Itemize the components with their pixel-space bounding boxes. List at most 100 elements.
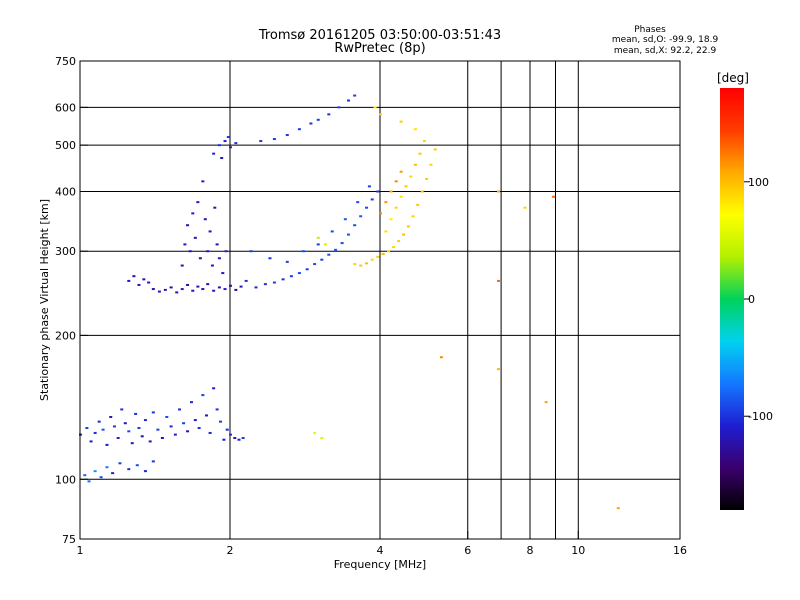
data-point <box>93 470 97 473</box>
data-point <box>112 425 116 428</box>
data-point <box>177 408 181 411</box>
data-point <box>359 264 363 267</box>
x-tick-label: 6 <box>464 544 471 557</box>
data-point <box>353 224 357 227</box>
data-point <box>259 140 263 143</box>
data-point <box>429 163 433 166</box>
data-point <box>343 218 347 221</box>
grid-lines <box>80 61 680 539</box>
data-point <box>163 288 167 291</box>
data-point <box>134 412 138 415</box>
scatter-points <box>79 94 620 510</box>
data-point <box>217 286 221 289</box>
data-point <box>386 250 390 253</box>
data-point <box>208 230 212 233</box>
colorbar-unit-label: [deg] <box>717 71 749 85</box>
data-point <box>370 258 374 261</box>
data-point <box>316 243 320 246</box>
data-point <box>151 460 155 463</box>
data-point <box>397 240 401 243</box>
data-point <box>337 106 341 109</box>
data-point <box>496 190 500 193</box>
data-point <box>143 470 147 473</box>
data-point <box>496 279 500 282</box>
data-point <box>496 368 500 371</box>
data-point <box>323 243 327 246</box>
data-point <box>225 428 229 431</box>
y-tick-label: 750 <box>55 55 76 68</box>
y-tick-label: 600 <box>55 101 76 114</box>
data-point <box>140 435 144 438</box>
data-point <box>313 431 317 434</box>
colorbar-tick-label: -100 <box>748 410 773 423</box>
data-point <box>212 152 216 155</box>
data-point <box>281 278 285 281</box>
chart-title: Tromsø 20161205 03:50:00-03:51:43 <box>258 28 501 43</box>
data-point <box>420 190 424 193</box>
data-point <box>370 198 374 201</box>
data-point <box>399 195 403 198</box>
data-point <box>229 284 232 287</box>
data-point <box>544 401 548 404</box>
data-point <box>394 206 398 209</box>
data-point <box>201 288 205 291</box>
data-point <box>413 163 417 166</box>
data-point <box>105 443 109 446</box>
data-point <box>268 257 272 260</box>
data-point <box>289 275 293 278</box>
data-point <box>353 263 357 266</box>
data-point <box>116 436 120 439</box>
data-point <box>346 99 350 102</box>
data-point <box>416 203 420 206</box>
data-point <box>272 281 276 284</box>
data-point <box>223 140 227 143</box>
data-point <box>147 281 151 284</box>
data-point <box>353 94 357 97</box>
data-point <box>263 283 267 286</box>
data-point <box>316 236 320 239</box>
colorbar-ticks: 100 0 -100 <box>744 176 773 423</box>
data-point <box>213 206 217 209</box>
data-point <box>151 288 155 291</box>
data-point <box>135 464 139 467</box>
data-point <box>552 195 556 198</box>
data-point <box>89 440 93 443</box>
data-point <box>180 288 184 291</box>
data-point <box>87 480 91 483</box>
data-point <box>239 285 243 288</box>
data-point <box>422 140 426 143</box>
data-point <box>186 283 190 286</box>
data-point <box>183 243 187 246</box>
data-point <box>169 425 173 428</box>
data-point <box>309 122 313 125</box>
data-point <box>394 180 398 183</box>
data-point <box>173 433 177 436</box>
data-point <box>222 438 226 441</box>
axis-ticks: 1 2 4 6 8 10 16 75 100 200 300 400 500 600 750 <box>55 55 687 557</box>
data-point <box>151 411 155 414</box>
data-point <box>142 278 146 281</box>
data-point <box>203 218 207 221</box>
data-point <box>237 438 241 441</box>
data-point <box>330 230 334 233</box>
data-point <box>313 263 317 266</box>
data-point <box>316 118 320 121</box>
data-point <box>198 257 202 260</box>
data-point <box>320 258 324 261</box>
data-point <box>188 250 192 253</box>
phase-stats-title: Phases <box>634 25 666 35</box>
data-point <box>418 152 422 155</box>
data-point <box>182 422 186 425</box>
data-point <box>439 356 443 359</box>
data-point <box>120 408 124 411</box>
data-point <box>285 134 289 137</box>
data-point <box>169 286 173 289</box>
data-point <box>376 190 380 193</box>
data-point <box>191 212 195 215</box>
data-point <box>327 113 331 116</box>
y-tick-label: 75 <box>62 533 76 546</box>
data-point <box>186 224 190 227</box>
x-tick-label: 10 <box>571 544 585 557</box>
data-point <box>156 428 160 431</box>
data-point <box>413 128 417 131</box>
